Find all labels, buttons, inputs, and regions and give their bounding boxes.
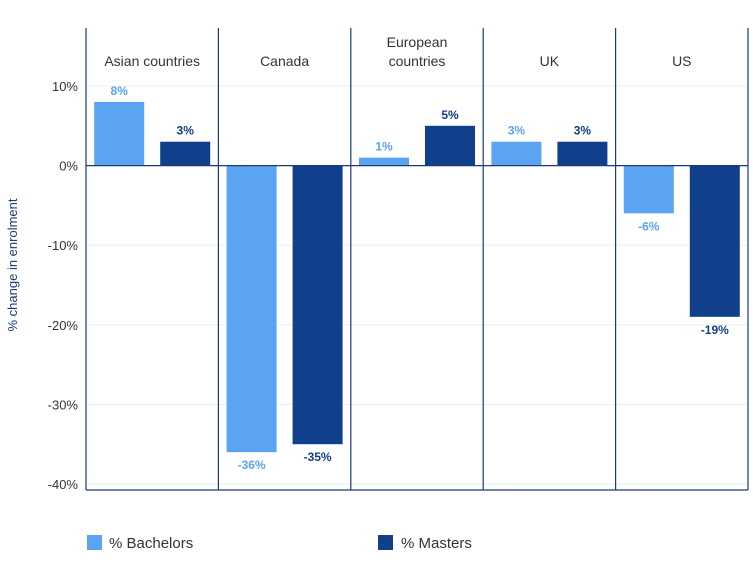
bar-masters-uk (557, 141, 608, 166)
legend-swatch-masters (378, 535, 393, 550)
bars-layer (94, 101, 740, 453)
category-header-canada: Canada (260, 53, 309, 69)
legend: % Bachelors % Masters (87, 535, 472, 552)
data-label: 5% (441, 108, 459, 122)
data-label: -35% (304, 450, 332, 464)
bar-bachelors-canada (226, 165, 277, 453)
data-label: -19% (701, 323, 729, 337)
data-label: -36% (238, 458, 266, 472)
data-labels: 8% -36% 1% 3% -6% 3% -35% 5% 3% -19% (111, 84, 730, 472)
legend-swatch-bachelors (87, 535, 102, 550)
data-label: 8% (111, 84, 129, 98)
bar-masters-canada (292, 165, 343, 445)
category-header-european-countries: European countries (387, 34, 448, 69)
panel-frames (85, 28, 749, 491)
data-label: 1% (375, 140, 393, 154)
data-label: 3% (574, 124, 592, 138)
legend-label-bachelors: % Bachelors (109, 535, 193, 552)
legend-label-masters: % Masters (401, 535, 472, 552)
bar-bachelors-uk (491, 141, 542, 166)
bar-masters-asian-countries (160, 141, 211, 166)
data-label: 3% (508, 124, 526, 138)
category-header-us: US (672, 53, 691, 69)
y-tick-label: -20% (48, 318, 79, 333)
bar-bachelors-european-countries (359, 157, 409, 166)
y-axis-label: % change in enrolment (5, 198, 20, 331)
category-header-asian-countries: Asian countries (104, 53, 200, 69)
bar-masters-us (689, 165, 740, 317)
y-tick-label: -40% (48, 477, 79, 492)
category-header-uk: UK (540, 53, 560, 69)
y-tick-label: 0% (59, 159, 78, 174)
y-tick-label: -10% (48, 238, 79, 253)
category-headers: Asian countries Canada European countries UK… (104, 34, 691, 69)
y-tick-label: -30% (48, 397, 79, 412)
y-tick-label: 10% (52, 79, 78, 94)
data-label: -6% (638, 219, 660, 233)
bar-bachelors-us (623, 165, 674, 214)
data-label: 3% (177, 124, 195, 138)
y-axis-ticks: 10% 0% -10% -20% -30% -40% (48, 79, 79, 492)
bar-bachelors-asian-countries (94, 101, 145, 166)
bar-masters-european-countries (425, 125, 475, 166)
